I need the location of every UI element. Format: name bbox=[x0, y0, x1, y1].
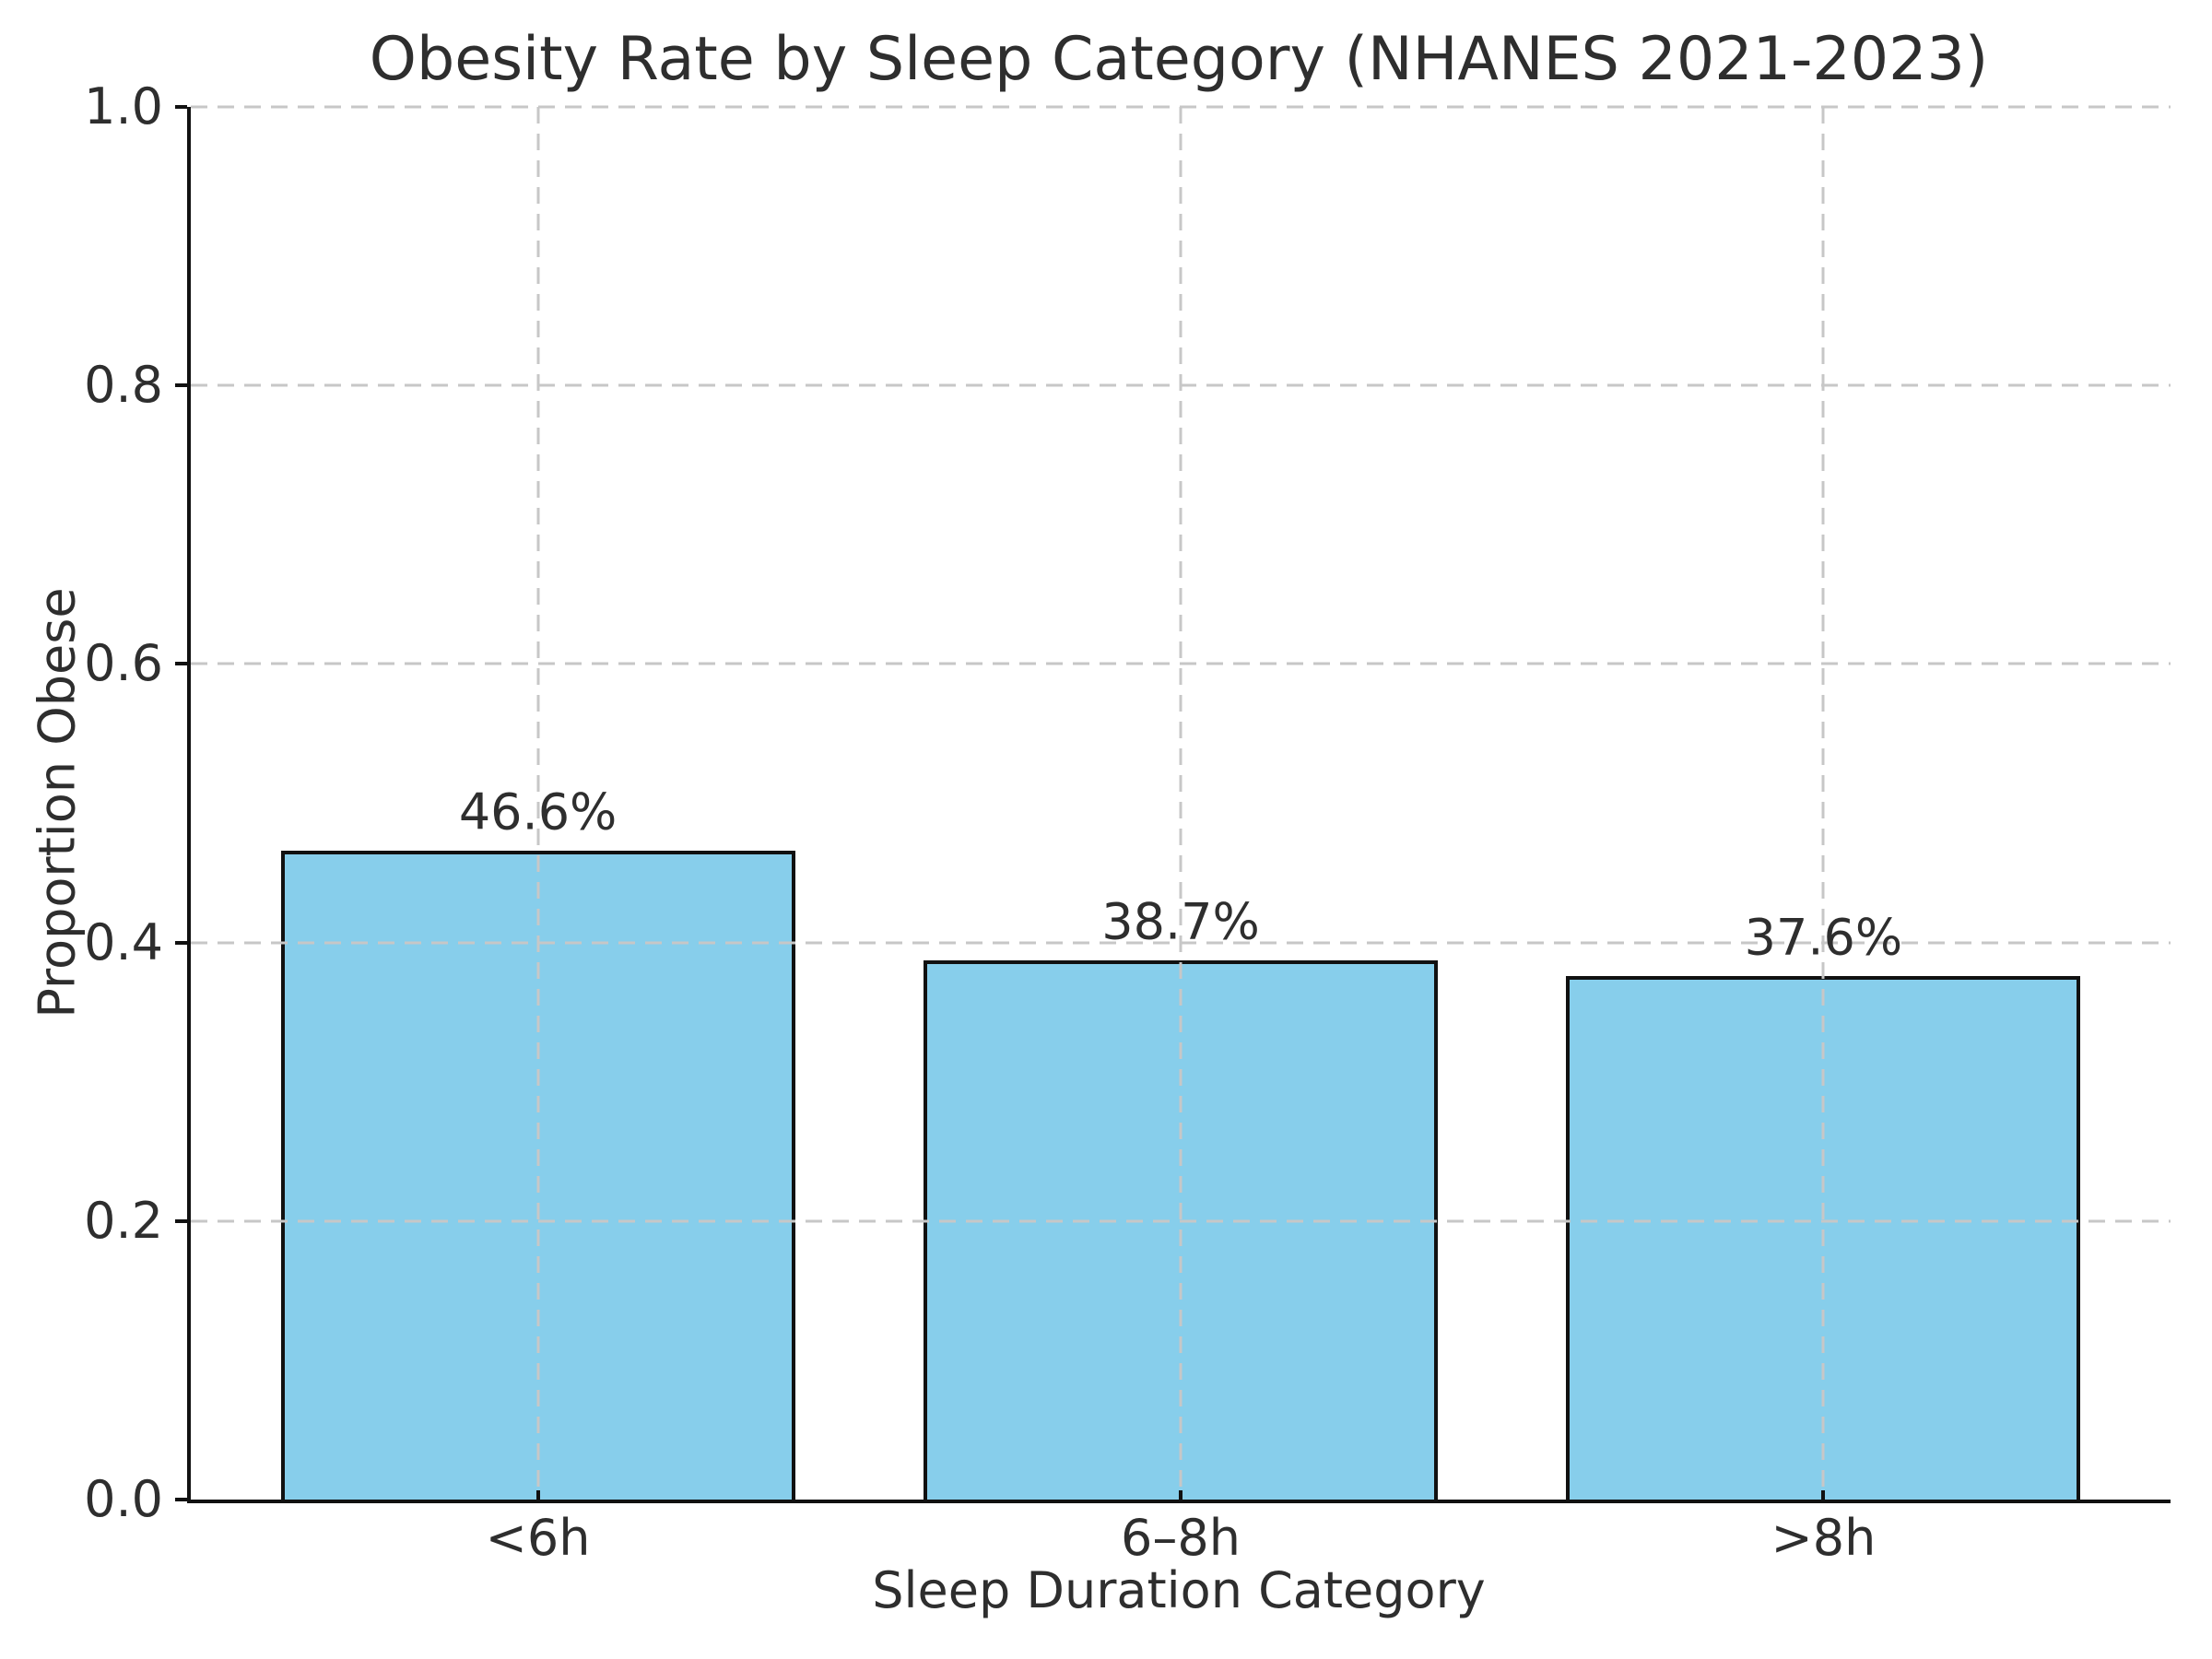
y-tick-label: 0.8 bbox=[84, 356, 163, 415]
x-tick-mark bbox=[1179, 1490, 1182, 1500]
y-tick-label: 0.6 bbox=[84, 634, 163, 693]
v-gridline bbox=[1821, 107, 1825, 1500]
bar-value-label: 46.6% bbox=[458, 782, 618, 841]
x-tick-label: 6–8h bbox=[1121, 1509, 1241, 1567]
y-tick-mark bbox=[175, 1498, 187, 1501]
y-tick-mark bbox=[175, 383, 187, 388]
y-tick-mark bbox=[175, 940, 187, 945]
x-axis-label: Sleep Duration Category bbox=[872, 1561, 1486, 1619]
y-tick-mark bbox=[175, 1218, 187, 1223]
y-tick-label: 0.4 bbox=[84, 912, 163, 971]
v-gridline bbox=[536, 107, 540, 1500]
chart-title: Obesity Rate by Sleep Category (NHANES 2… bbox=[369, 25, 1989, 94]
bar-value-label: 38.7% bbox=[1101, 892, 1260, 951]
y-tick-mark bbox=[175, 105, 187, 109]
y-tick-label: 0.2 bbox=[84, 1191, 163, 1250]
y-tick-label: 1.0 bbox=[84, 77, 163, 135]
x-tick-mark bbox=[1821, 1490, 1826, 1500]
x-tick-label: <6h bbox=[485, 1509, 591, 1567]
plot-area: 0.0 0.2 0.4 0.6 0.8 1.0 46.6% <6h 38.7% 6–8h 37.6%… bbox=[84, 82, 2171, 1567]
y-tick-label: 0.0 bbox=[84, 1470, 163, 1528]
v-gridline bbox=[1179, 107, 1182, 1500]
x-tick-mark bbox=[535, 1490, 540, 1500]
y-axis-label: Proportion Obese bbox=[28, 587, 87, 1018]
bar-value-label: 37.6% bbox=[1744, 908, 1903, 967]
y-tick-mark bbox=[175, 662, 187, 666]
x-tick-label: >8h bbox=[1771, 1509, 1877, 1567]
